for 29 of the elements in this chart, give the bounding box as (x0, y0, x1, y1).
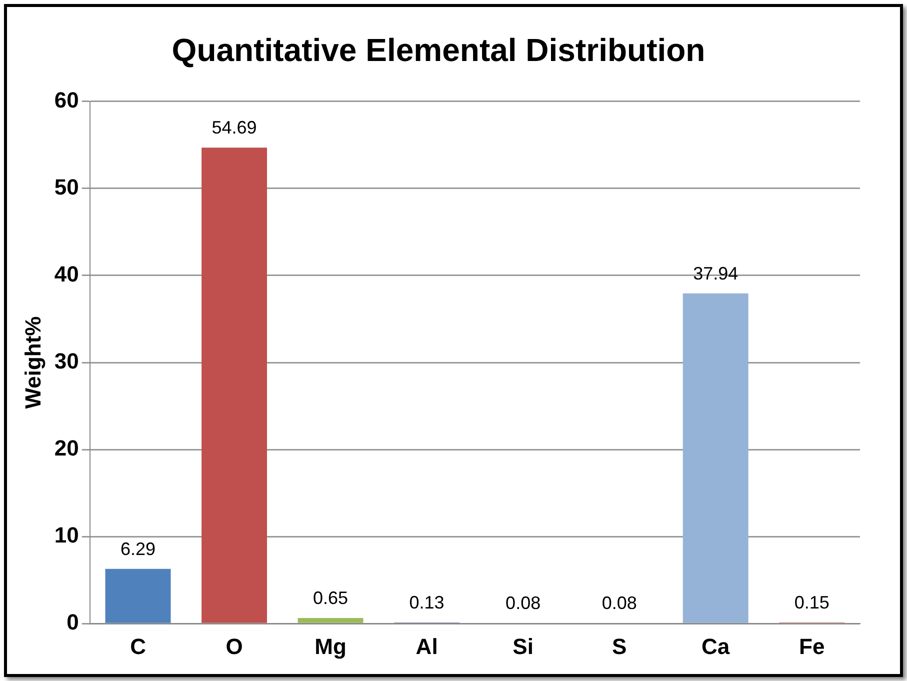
data-label: 0.15 (794, 592, 830, 612)
bar (202, 148, 267, 623)
y-tick-label: 10 (54, 522, 79, 548)
x-tick-label: O (226, 634, 243, 659)
bar (682, 293, 748, 623)
data-label: 0.08 (506, 592, 541, 613)
x-tick-label: S (612, 634, 627, 659)
y-tick-label: 0 (66, 610, 79, 635)
y-tick-label: 60 (54, 87, 79, 112)
data-label: 37.94 (693, 263, 738, 284)
bar (105, 568, 171, 623)
x-tick-label: C (130, 634, 146, 659)
x-tick-label: Ca (702, 634, 730, 659)
y-tick-label: 50 (54, 174, 79, 200)
y-tick-label: 30 (54, 348, 79, 374)
data-label: 54.69 (212, 118, 257, 138)
data-label: 6.29 (120, 538, 156, 559)
y-tick-label: 40 (54, 262, 79, 287)
x-tick-label: Si (512, 634, 534, 659)
x-tick-label: Fe (799, 634, 825, 659)
x-tick-label: Mg (314, 634, 346, 659)
x-tick-label: Al (416, 634, 438, 659)
data-label: 0.08 (602, 592, 637, 613)
bar (298, 618, 364, 623)
y-axis-title: Weight% (20, 316, 46, 409)
data-label: 0.13 (409, 592, 444, 612)
chart-title: Quantitative Elemental Distribution (172, 32, 706, 68)
data-label: 0.65 (313, 588, 348, 608)
y-tick-label: 20 (54, 436, 79, 461)
